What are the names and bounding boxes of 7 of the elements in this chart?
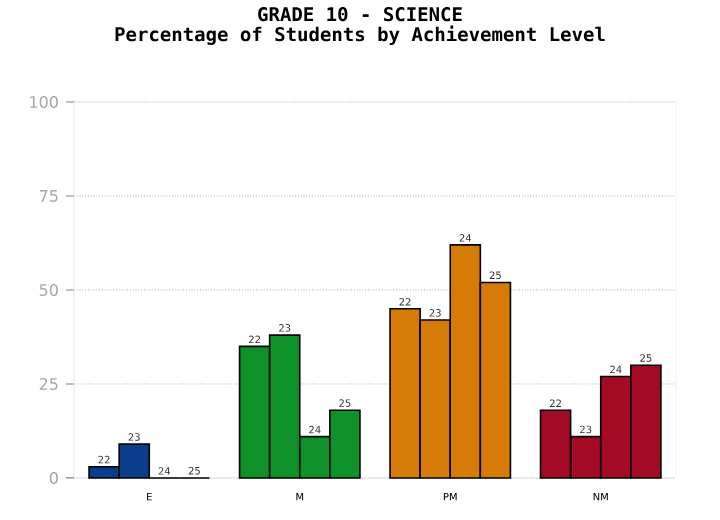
chart-title: GRADE 10 - SCIENCE xyxy=(258,6,462,22)
y-tick-label: 75 xyxy=(39,190,58,202)
y-tick-label: 0 xyxy=(49,471,58,485)
chart-subtitle: Percentage of Students by Achievement Level xyxy=(115,25,605,45)
y-tick-label: 50 xyxy=(39,283,58,297)
y-tick-label: 100 xyxy=(30,95,58,109)
y-tick-label: 25 xyxy=(39,377,58,391)
